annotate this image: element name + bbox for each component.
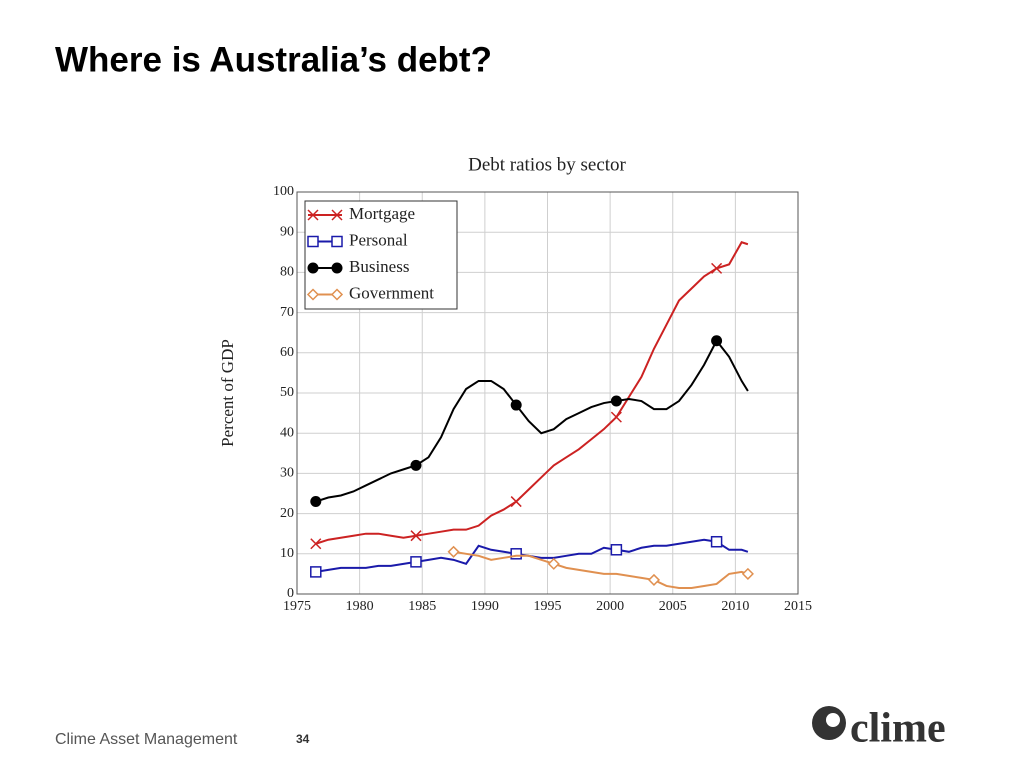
y-tick-label: 80: [280, 265, 294, 280]
footer-company: Clime Asset Management: [55, 731, 238, 748]
marker: [647, 573, 661, 586]
marker: [310, 496, 322, 508]
logo-icon-inner: [826, 713, 840, 727]
series-line: [315, 241, 749, 545]
marker: [711, 262, 723, 274]
series-line: [453, 550, 749, 589]
y-tick-label: 40: [280, 425, 294, 440]
y-tick-label: 60: [280, 345, 294, 360]
legend-label: Government: [349, 283, 434, 302]
legend-label: Business: [349, 257, 409, 276]
y-tick-label: 20: [280, 506, 294, 521]
marker: [410, 459, 422, 471]
legend-marker: [307, 262, 319, 274]
chart-title: Debt ratios by sector: [468, 154, 626, 175]
marker: [410, 530, 422, 542]
marker: [610, 411, 622, 423]
marker: [510, 496, 522, 508]
x-tick-label: 2000: [596, 599, 624, 614]
marker: [447, 545, 460, 558]
y-tick-label: 100: [273, 184, 294, 199]
slide-title: Where is Australia’s debt?: [55, 40, 492, 79]
marker: [310, 566, 322, 578]
y-tick-label: 30: [280, 466, 294, 481]
legend-marker: [306, 288, 320, 301]
legend-label: Personal: [349, 230, 408, 249]
y-axis-label: Percent of GDP: [218, 339, 237, 447]
y-tick-label: 70: [280, 305, 294, 320]
x-tick-label: 1980: [346, 599, 374, 614]
marker: [510, 548, 522, 560]
x-tick-label: 2010: [721, 599, 749, 614]
legend-box: [304, 200, 458, 310]
marker: [510, 399, 522, 411]
marker: [741, 567, 754, 580]
marker: [610, 544, 623, 556]
x-tick-label: 2015: [784, 599, 812, 614]
page-number: 34: [296, 732, 310, 746]
x-tick-label: 1995: [534, 599, 562, 614]
legend-marker: [331, 209, 343, 221]
y-tick-label: 10: [280, 546, 294, 561]
legend-marker: [307, 209, 319, 221]
logo-text: clime: [850, 706, 946, 752]
marker: [711, 335, 723, 347]
x-tick-label: 1990: [471, 599, 499, 614]
series-line: [315, 338, 749, 503]
plot-frame: [296, 191, 799, 595]
y-tick-label: 0: [287, 586, 294, 601]
marker: [710, 535, 723, 548]
marker: [547, 557, 560, 570]
legend-label: Mortgage: [349, 204, 415, 223]
y-tick-label: 90: [280, 224, 294, 239]
legend-marker: [307, 235, 319, 248]
legend-marker: [331, 235, 343, 248]
x-tick-label: 1985: [408, 599, 436, 614]
x-tick-label: 1975: [283, 599, 311, 614]
marker: [310, 538, 322, 550]
marker: [410, 556, 422, 568]
marker: [610, 395, 622, 407]
legend-marker: [331, 262, 343, 274]
x-tick-label: 2005: [659, 599, 687, 614]
y-tick-label: 50: [280, 385, 294, 400]
legend-marker: [330, 288, 344, 301]
